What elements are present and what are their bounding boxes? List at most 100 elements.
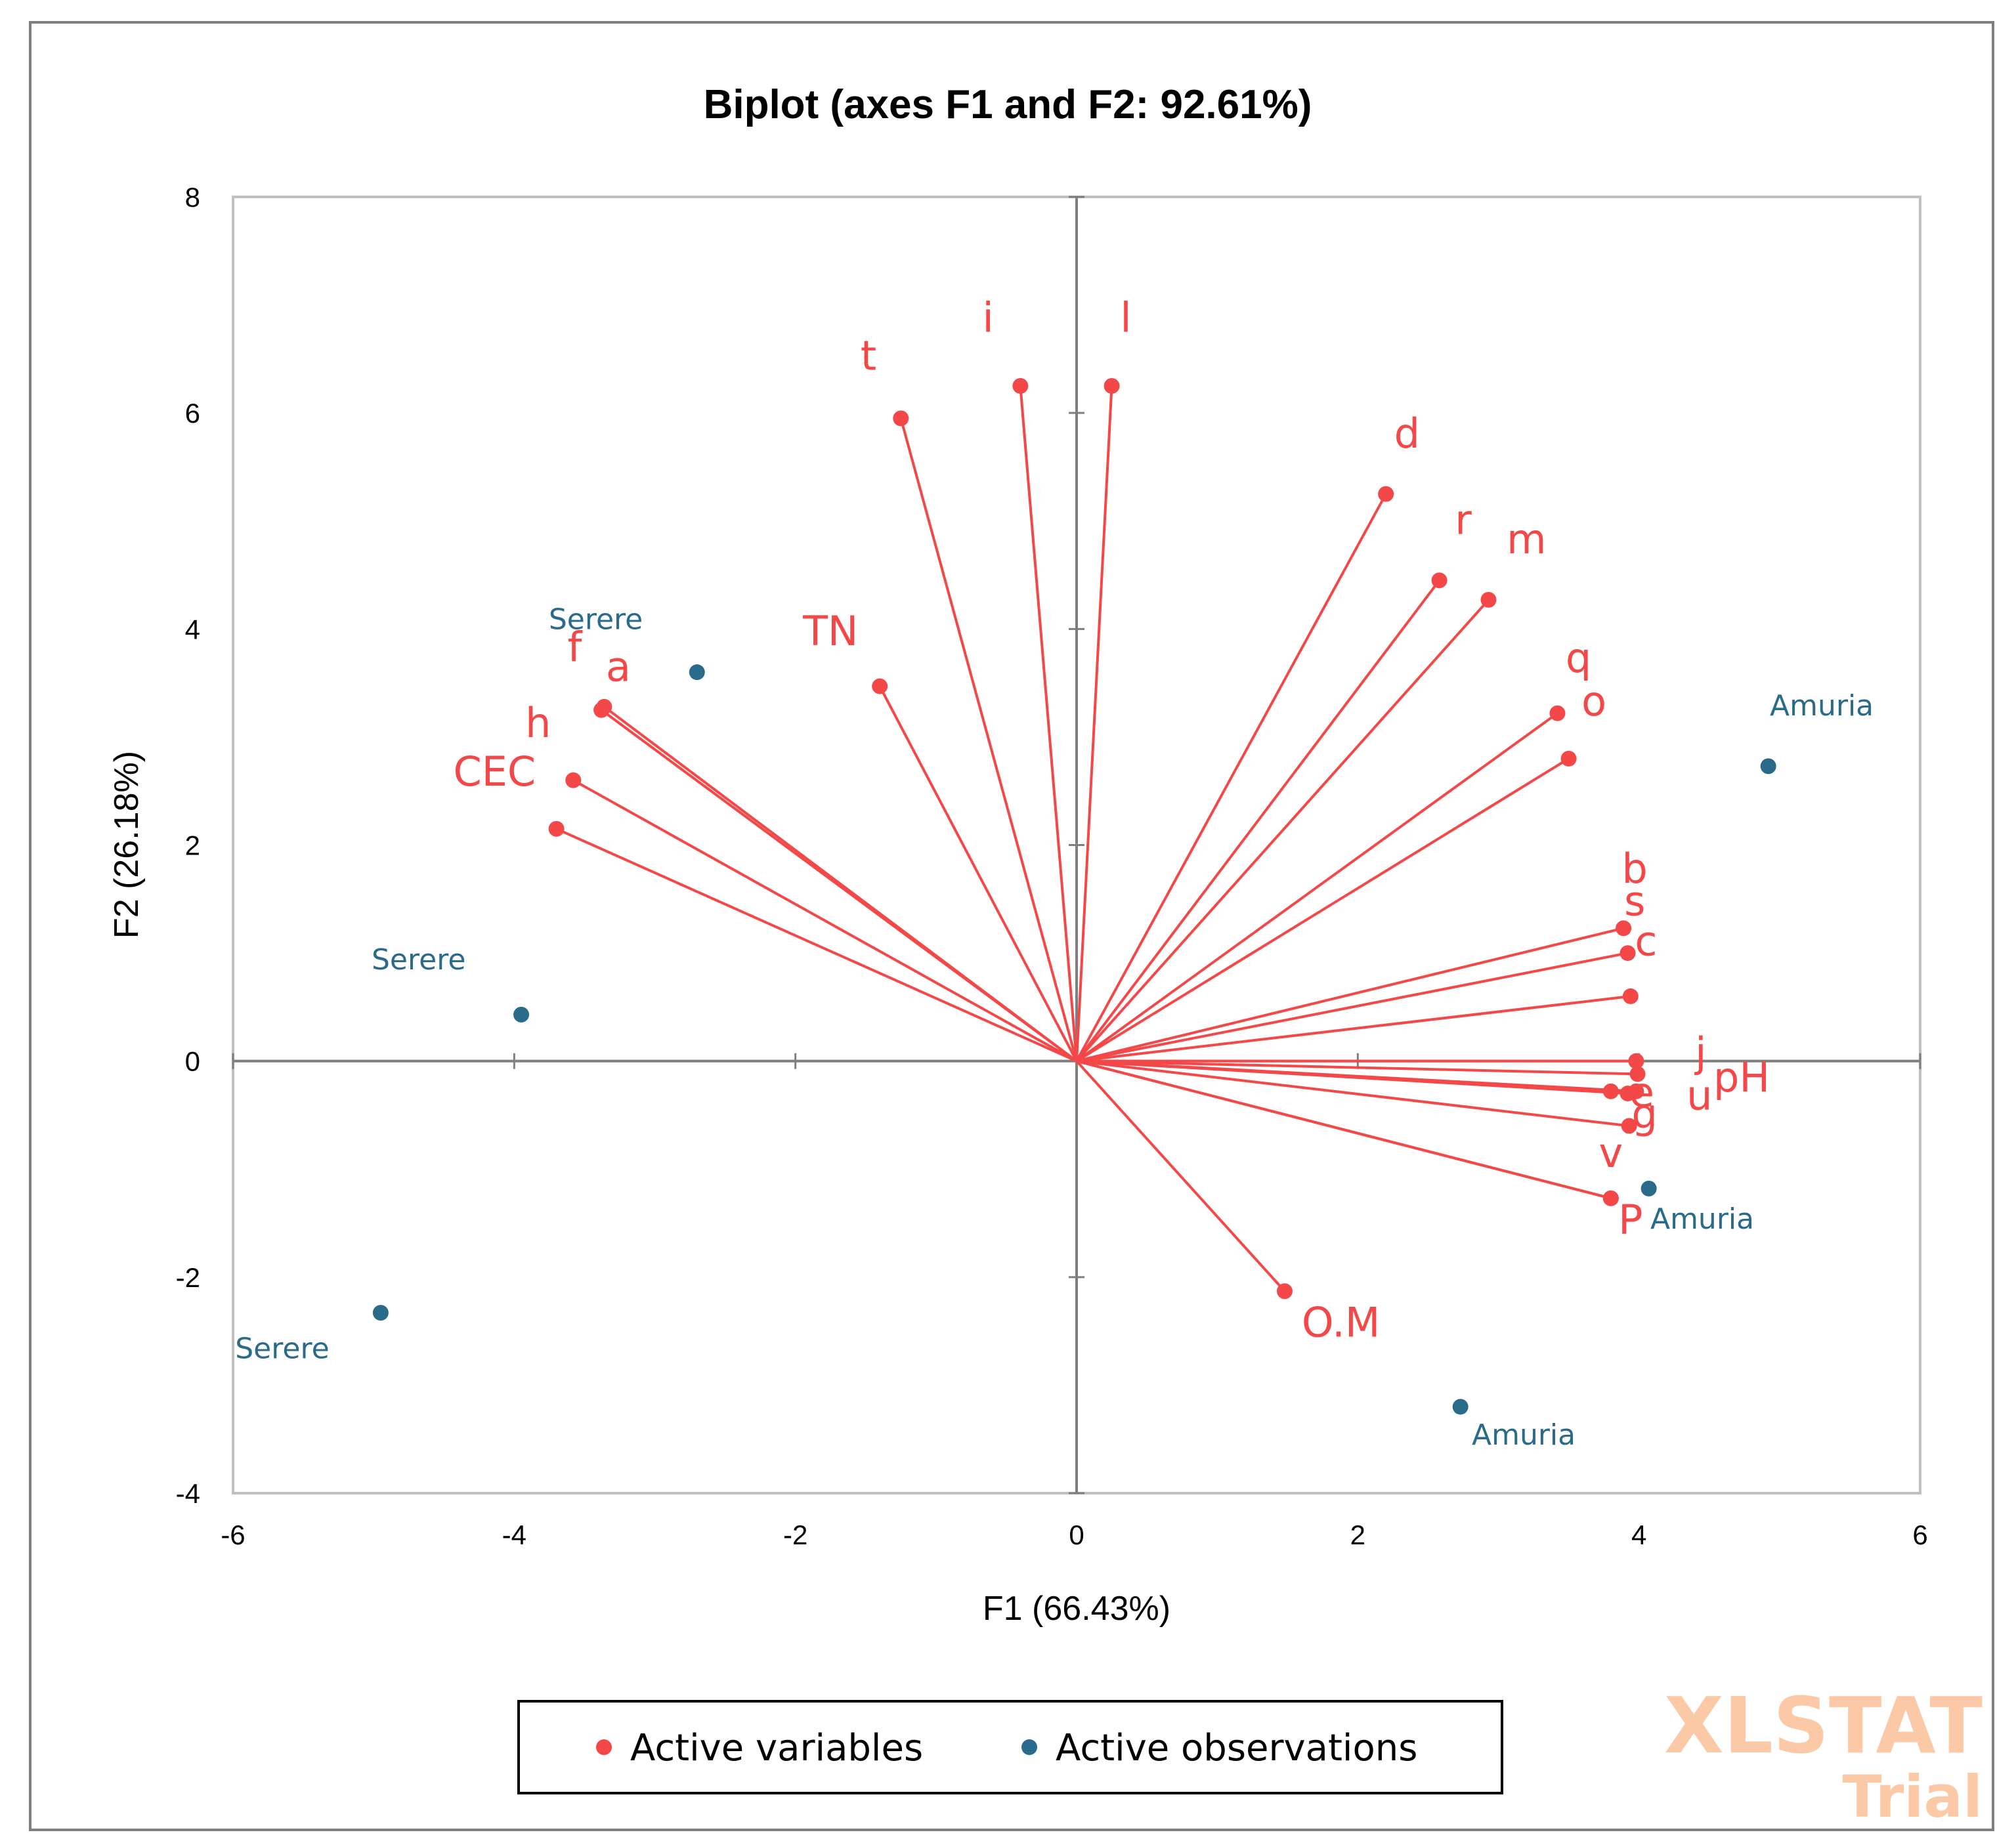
variable-point xyxy=(565,772,582,788)
variable-point xyxy=(1622,988,1639,1004)
variable-vector xyxy=(555,827,1077,1063)
variable-label: u xyxy=(1686,1072,1712,1120)
legend-label-variables: Active variables xyxy=(630,1727,923,1769)
variable-label: m xyxy=(1507,515,1546,563)
variable-vector xyxy=(603,706,1078,1063)
variable-point xyxy=(1378,486,1394,502)
y-tick-label: 4 xyxy=(185,614,200,645)
observation-point xyxy=(1452,1399,1469,1415)
variable-label: g xyxy=(1632,1090,1658,1138)
chart-title: Biplot (axes F1 and F2: 92.61%) xyxy=(704,82,1312,127)
variable-point xyxy=(1549,705,1566,721)
x-tick-label: -6 xyxy=(221,1519,245,1550)
variable-point xyxy=(596,698,612,715)
variable-point xyxy=(1431,572,1448,589)
observation-label: Amuria xyxy=(1770,689,1874,723)
variable-point xyxy=(1602,1083,1619,1099)
variable-point xyxy=(1560,750,1577,767)
variable-vector xyxy=(878,685,1078,1062)
variable-point xyxy=(1012,378,1029,394)
variable-vector xyxy=(1075,493,1387,1062)
variable-label: s xyxy=(1624,877,1645,925)
variable-label: TN xyxy=(802,607,858,655)
variable-point xyxy=(872,678,888,694)
variable-point xyxy=(1619,945,1636,962)
variable-point xyxy=(548,820,565,837)
x-tick-label: -4 xyxy=(502,1519,526,1550)
variable-label: h xyxy=(525,699,551,747)
variable-point xyxy=(1104,378,1120,394)
variable-vector xyxy=(1076,1059,1612,1200)
variable-vector xyxy=(1076,1059,1638,1076)
y-tick-label: -2 xyxy=(176,1262,200,1293)
variable-label: a xyxy=(606,643,631,690)
variable-vector xyxy=(1075,712,1558,1063)
legend: Active variables Active observations xyxy=(517,1700,1503,1794)
x-tick-label: 6 xyxy=(1912,1519,1927,1550)
variable-vector xyxy=(1076,1059,1611,1093)
legend-marker-observations xyxy=(1021,1739,1037,1755)
variable-label: c xyxy=(1635,917,1657,965)
legend-marker-variables xyxy=(596,1739,612,1755)
y-tick-label: -4 xyxy=(176,1478,200,1509)
y-tick-label: 2 xyxy=(185,830,200,861)
variable-label: t xyxy=(861,331,876,379)
observation-label: Amuria xyxy=(1650,1202,1754,1236)
watermark-trial: Trial xyxy=(1843,1763,1983,1831)
variable-label: O.M xyxy=(1302,1298,1381,1346)
variable-label: j xyxy=(1694,1028,1706,1076)
x-tick-label: -2 xyxy=(783,1519,807,1550)
variable-label: pH xyxy=(1713,1053,1770,1101)
variable-vector xyxy=(899,417,1078,1062)
variable-vector xyxy=(1075,580,1441,1062)
variable-vector xyxy=(1075,385,1113,1061)
variable-vector xyxy=(1075,599,1490,1062)
legend-box xyxy=(517,1700,1503,1794)
variable-point xyxy=(1276,1283,1293,1300)
observation-label: Serere xyxy=(372,943,465,977)
variable-label: o xyxy=(1581,677,1606,725)
variable-label: q xyxy=(1566,634,1591,682)
variable-label: e xyxy=(1629,1069,1654,1116)
variable-vector xyxy=(1076,994,1631,1063)
variable-vector xyxy=(1076,952,1628,1063)
observation-label: Serere xyxy=(549,603,643,636)
outer-frame xyxy=(29,21,1994,1831)
watermark-xlstat: XLSTAT xyxy=(1664,1680,1983,1771)
variable-point xyxy=(1602,1190,1619,1206)
observation-label: Amuria xyxy=(1472,1418,1576,1452)
variable-point xyxy=(893,410,909,427)
x-tick-label: 0 xyxy=(1069,1519,1084,1550)
variable-vector xyxy=(1019,385,1078,1061)
variable-point xyxy=(1619,1086,1636,1102)
observation-point xyxy=(689,664,705,681)
variable-vector xyxy=(1076,927,1624,1063)
observation-label: Serere xyxy=(235,1332,329,1365)
variable-label: d xyxy=(1394,410,1420,457)
variable-label: l xyxy=(1120,294,1131,342)
x-axis-title: F1 (66.43%) xyxy=(983,1590,1170,1628)
observation-point xyxy=(513,1006,530,1023)
variable-label: P xyxy=(1618,1196,1642,1244)
observation-point xyxy=(1760,758,1776,774)
x-tick-label: 4 xyxy=(1631,1519,1646,1550)
variable-point xyxy=(1629,1066,1646,1082)
variable-point xyxy=(1628,1053,1644,1069)
variable-point xyxy=(1616,920,1632,937)
variable-vector xyxy=(572,779,1077,1063)
variable-vector xyxy=(1075,757,1570,1063)
variable-point xyxy=(1621,1118,1637,1134)
variable-point xyxy=(1480,591,1497,608)
observation-point xyxy=(372,1305,389,1321)
x-tick-label: 2 xyxy=(1350,1519,1365,1550)
variable-label: CEC xyxy=(453,748,536,795)
variable-label: i xyxy=(982,294,993,342)
variable-label: v xyxy=(1598,1129,1623,1177)
y-tick-label: 8 xyxy=(185,182,200,213)
y-tick-label: 0 xyxy=(185,1046,200,1077)
legend-label-observations: Active observations xyxy=(1056,1727,1417,1769)
variable-vector xyxy=(1076,1059,1629,1128)
variable-label: r xyxy=(1455,496,1472,544)
y-axis-title: F2 (26.18%) xyxy=(108,751,146,939)
